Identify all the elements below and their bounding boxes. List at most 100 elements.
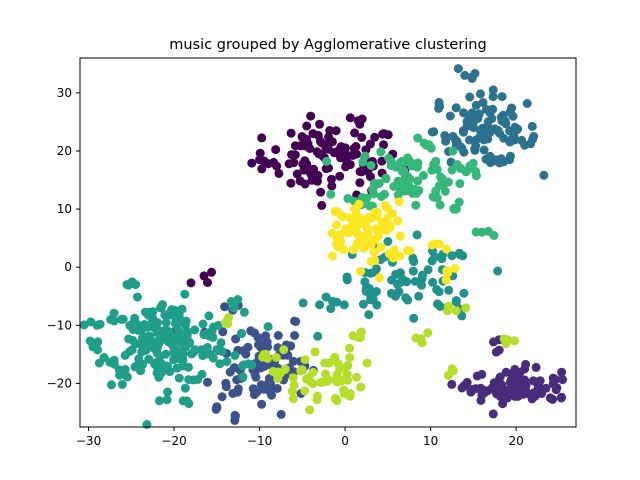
data-point [152, 337, 162, 346]
data-point [273, 331, 283, 340]
data-point [305, 376, 315, 386]
y-tick-label: 10 [57, 202, 72, 216]
data-point [117, 380, 127, 389]
data-point [326, 189, 336, 199]
data-point [222, 357, 232, 366]
data-point [408, 253, 418, 263]
data-point [286, 178, 296, 188]
data-point [154, 396, 164, 406]
data-point [271, 145, 281, 155]
data-point [161, 317, 171, 327]
data-point [144, 331, 154, 341]
data-point [330, 375, 340, 385]
data-point [411, 200, 421, 210]
data-point [322, 156, 332, 166]
data-point [451, 306, 461, 316]
data-point [180, 383, 190, 393]
data-point [389, 245, 399, 255]
data-point [221, 382, 231, 392]
data-point [158, 300, 167, 310]
data-point [127, 345, 137, 355]
data-point [408, 266, 418, 276]
data-point [366, 268, 376, 278]
data-point [271, 353, 281, 362]
data-point [198, 319, 208, 329]
data-point [333, 358, 343, 368]
data-point [366, 160, 376, 170]
data-point [358, 299, 368, 309]
data-point [251, 372, 261, 382]
data-point [407, 161, 417, 171]
data-point [351, 142, 361, 151]
data-point [116, 314, 126, 324]
data-point [386, 157, 396, 167]
data-point [432, 164, 442, 174]
data-point [328, 296, 337, 306]
y-tick-label: 20 [57, 144, 72, 158]
data-point [409, 313, 419, 323]
data-point [255, 155, 265, 165]
data-point [305, 405, 315, 415]
data-point [167, 305, 177, 315]
data-point [352, 372, 361, 382]
data-point [444, 285, 454, 295]
data-point [263, 322, 273, 332]
x-tick-label: 20 [508, 434, 523, 448]
data-point [372, 224, 382, 234]
data-point [370, 207, 380, 217]
data-point [448, 131, 458, 141]
data-point [257, 133, 267, 143]
data-point [350, 128, 360, 138]
data-point [441, 136, 451, 146]
data-point [491, 155, 500, 165]
data-point [323, 139, 333, 149]
data-point [199, 271, 209, 281]
data-point [327, 174, 336, 184]
data-point [510, 122, 520, 132]
data-point [460, 70, 470, 80]
data-point [339, 389, 349, 399]
x-tick-label: −20 [161, 434, 186, 448]
data-point [356, 327, 366, 337]
chart-title: music grouped by Agglomerative clusterin… [169, 37, 486, 53]
data-point [435, 301, 445, 311]
data-point [464, 135, 474, 145]
data-point [509, 336, 519, 346]
data-point [296, 366, 306, 376]
data-point [231, 334, 241, 344]
data-point [488, 85, 498, 95]
data-point [321, 369, 330, 379]
data-point [506, 136, 516, 146]
data-point [356, 382, 366, 392]
data-point [338, 212, 348, 222]
data-point [315, 136, 325, 146]
data-point [186, 278, 196, 288]
data-point [462, 166, 472, 175]
data-point [376, 147, 386, 157]
data-point [427, 240, 437, 250]
data-point [316, 377, 326, 387]
data-point [532, 378, 542, 388]
data-point [507, 103, 517, 113]
data-point [312, 147, 322, 157]
data-point [264, 159, 273, 169]
data-point [290, 316, 300, 326]
data-point [393, 190, 403, 200]
data-point [391, 291, 400, 301]
data-point [376, 192, 386, 201]
data-point [288, 394, 298, 404]
data-point [395, 251, 405, 261]
data-point [521, 359, 531, 369]
data-point [355, 178, 365, 188]
data-point [94, 358, 104, 368]
data-point [358, 157, 368, 167]
data-point [343, 361, 353, 370]
data-point [327, 181, 337, 191]
data-point [428, 277, 438, 287]
data-point [450, 263, 460, 273]
data-point [435, 200, 445, 210]
data-point [360, 277, 370, 287]
data-point [406, 186, 416, 196]
data-point [286, 128, 296, 138]
